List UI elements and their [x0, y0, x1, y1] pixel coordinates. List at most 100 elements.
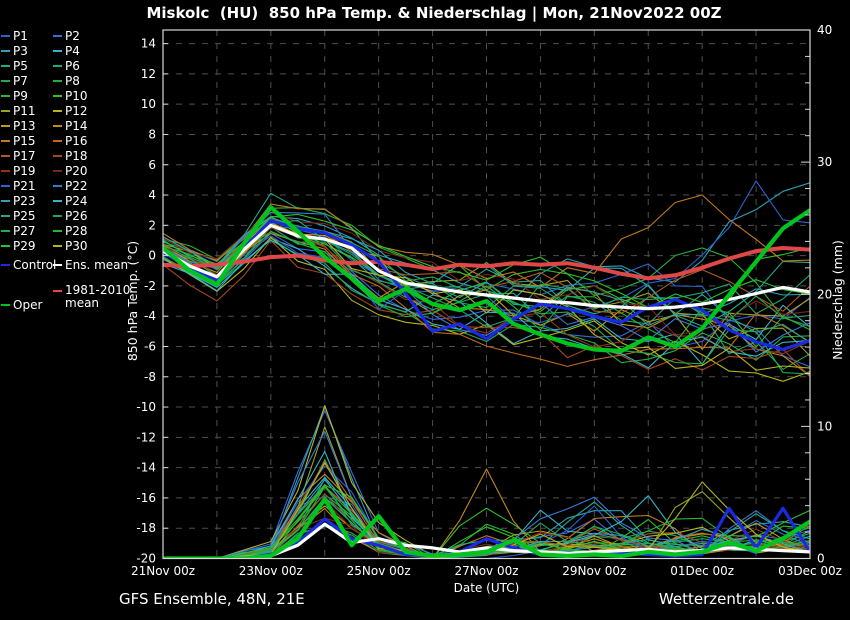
legend-item-p25: P25	[1, 209, 36, 223]
legend-label-p9: P9	[13, 88, 28, 103]
legend-label-p12: P12	[65, 103, 88, 118]
x-axis-tick-label: 27Nov 00z	[454, 564, 518, 578]
left-axis-tick-label: -4	[144, 309, 156, 323]
legend-label-control: Control	[13, 257, 57, 272]
legend-swatch-p9	[1, 95, 10, 97]
legend-swatch-control	[1, 264, 10, 266]
legend-swatch-p11	[1, 110, 10, 112]
left-axis-tick-label: 0	[148, 249, 156, 263]
legend-swatch-p7	[1, 80, 10, 82]
legend-label-p11: P11	[13, 103, 36, 118]
legend-swatch-p21	[1, 185, 10, 187]
legend-swatch-p16	[53, 140, 62, 142]
footer-site-name: Wetterzentrale.de	[658, 590, 794, 608]
legend-swatch-p10	[53, 95, 62, 97]
x-axis-tick-label: 03Dec 00z	[778, 564, 842, 578]
x-axis-tick-label: 29Nov 00z	[562, 564, 626, 578]
legend-item-p22: P22	[53, 179, 88, 193]
legend-item-p12: P12	[53, 104, 88, 118]
series-1981-2010-mean-temp	[163, 246, 810, 281]
legend-item-p26: P26	[53, 209, 88, 223]
legend-item-p24: P24	[53, 194, 88, 208]
legend-item-p9: P9	[1, 89, 28, 103]
x-axis-tick-label: 01Dec 00z	[670, 564, 734, 578]
legend-item-p18: P18	[53, 149, 88, 163]
legend-swatch-p29	[1, 245, 10, 247]
legend-label-p4: P4	[65, 43, 80, 58]
legend-swatch-1981-2010-mean	[53, 290, 62, 292]
legend-item-p15: P15	[1, 134, 36, 148]
legend-swatch-p24	[53, 200, 62, 202]
legend-item-p14: P14	[53, 119, 88, 133]
legend-label-p6: P6	[65, 58, 80, 73]
legend-item-p4: P4	[53, 44, 80, 58]
legend-label-oper: Oper	[13, 297, 43, 312]
left-axis-title: 850 hPa Temp. (°C)	[125, 241, 140, 361]
legend-label-p16: P16	[65, 133, 88, 148]
left-axis-tick-label: 14	[141, 37, 156, 51]
legend-item-p2: P2	[53, 29, 80, 43]
x-axis-tick-label: 21Nov 00z	[131, 564, 195, 578]
legend-label-p29: P29	[13, 238, 36, 253]
left-axis-tick-label: -16	[136, 491, 156, 505]
legend-label-p7: P7	[13, 73, 28, 88]
legend-label-p10: P10	[65, 88, 88, 103]
right-axis-tick-label: 40	[817, 23, 832, 37]
legend-item-1981-2010-mean: 1981-2010 mean	[53, 284, 137, 310]
legend-item-p29: P29	[1, 239, 36, 253]
legend-label-p22: P22	[65, 178, 88, 193]
left-axis-tick-label: 2	[148, 218, 156, 232]
legend-item-p6: P6	[53, 59, 80, 73]
legend-item-p20: P20	[53, 164, 88, 178]
legend-item-p11: P11	[1, 104, 36, 118]
legend-label-p13: P13	[13, 118, 36, 133]
x-axis-tick-label: 25Nov 00z	[347, 564, 411, 578]
legend-item-ens-mean: Ens. mean	[53, 258, 128, 272]
legend-label-p25: P25	[13, 208, 36, 223]
legend-label-p3: P3	[13, 43, 28, 58]
left-axis-tick-label: -12	[136, 430, 156, 444]
left-axis-tick-label: -2	[144, 279, 156, 293]
legend-swatch-p1	[1, 35, 10, 37]
legend: P1 P2 P3 P4 P5 P6 P7 P8 P9 P10 P11 P12 P13 P14 P15 P16 P…	[0, 0, 130, 360]
x-axis-tick-label: 23Nov 00z	[239, 564, 303, 578]
right-axis-tick-label: 0	[817, 552, 825, 566]
legend-label-p28: P28	[65, 223, 88, 238]
legend-label-ens-mean: Ens. mean	[65, 257, 129, 272]
legend-item-p21: P21	[1, 179, 36, 193]
left-axis-tick-label: 10	[141, 97, 156, 111]
legend-item-oper: Oper	[1, 298, 42, 312]
legend-label-p17: P17	[13, 148, 36, 163]
legend-label-p8: P8	[65, 73, 80, 88]
left-axis-tick-label: -20	[136, 552, 156, 566]
legend-item-p7: P7	[1, 74, 28, 88]
left-axis-tick-label: -8	[144, 370, 156, 384]
right-axis-tick-label: 10	[817, 419, 832, 433]
legend-item-control: Control	[1, 258, 56, 272]
legend-label-p1: P1	[13, 28, 28, 43]
legend-swatch-p4	[53, 50, 62, 52]
legend-swatch-p12	[53, 110, 62, 112]
right-axis-tick-label: 30	[817, 155, 832, 169]
legend-label-p15: P15	[13, 133, 36, 148]
legend-swatch-p20	[53, 170, 62, 172]
legend-swatch-p8	[53, 80, 62, 82]
legend-label-p19: P19	[13, 163, 36, 178]
left-axis-tick-label: 6	[148, 158, 156, 172]
legend-item-p30: P30	[53, 239, 88, 253]
page-title: Miskolc (HU) 850 hPa Temp. & Niederschla…	[146, 4, 722, 22]
legend-swatch-p30	[53, 245, 62, 247]
legend-item-p23: P23	[1, 194, 36, 208]
series-p12-temp	[163, 236, 810, 382]
legend-swatch-ens-mean	[53, 264, 62, 266]
legend-label-p30: P30	[65, 238, 88, 253]
legend-swatch-oper	[1, 304, 10, 306]
series-group	[163, 180, 810, 559]
legend-label-p23: P23	[13, 193, 36, 208]
legend-swatch-p25	[1, 215, 10, 217]
footer-model-info: GFS Ensemble, 48N, 21E	[119, 590, 305, 608]
right-axis-title: Niederschlag (mm)	[830, 240, 845, 360]
legend-swatch-p3	[1, 50, 10, 52]
series-oper-precip	[163, 496, 810, 559]
